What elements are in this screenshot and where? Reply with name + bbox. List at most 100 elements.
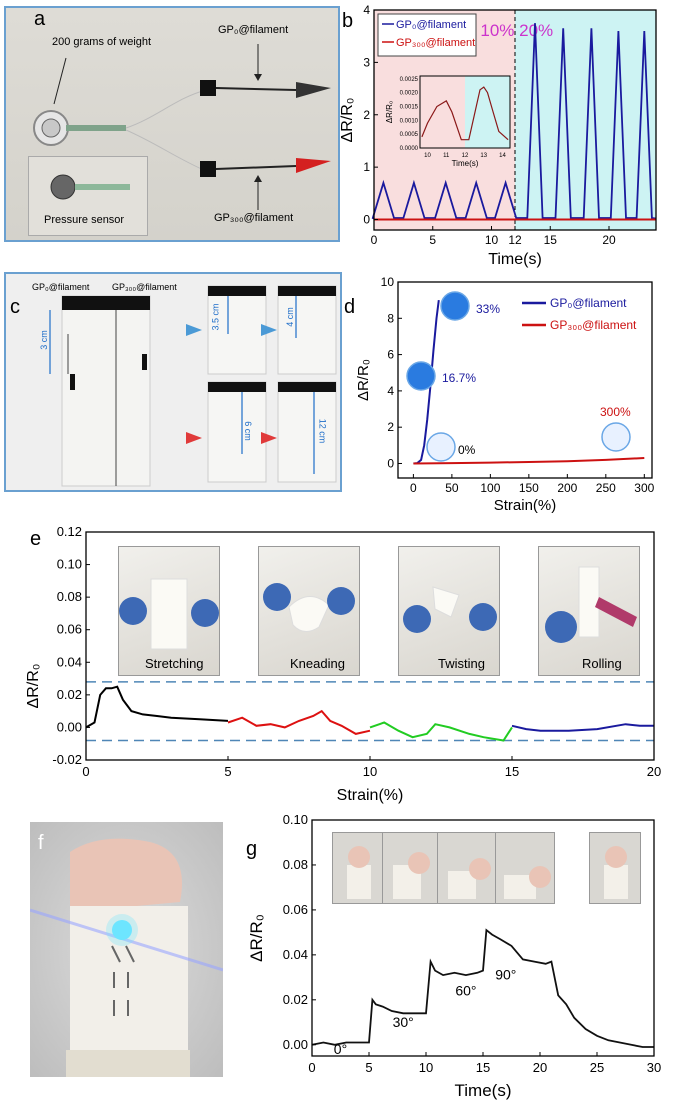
y-tick-label: -0.02 [52,752,82,767]
x-tick-label: 0 [308,1060,315,1075]
inset-y-tick-label: 0.0025 [400,77,419,83]
rolling-label: Rolling [582,656,622,671]
chart-d: 0 50 100 150 200 250 300 0 2 4 6 8 10 Strain(%) ΔR/R₀ 3… [355,275,655,514]
inset-y-tick-label: 0.0020 [400,91,419,97]
legend-label: GP₃₀₀@filament [396,37,475,49]
x-tick-label: 5 [365,1060,372,1075]
y-axis-label: ΔR/R₀ [339,98,356,143]
twisting-photo [398,546,500,676]
series-line-stretching [85,685,229,729]
y-axis-label: ΔR/R₀ [355,359,372,401]
wrist-photo-4 [495,832,555,904]
y-tick-label: 6 [387,348,394,362]
x-tick-label: 20 [647,764,661,779]
panel-c-photo [4,272,342,492]
plot-frame [311,819,655,1057]
plot-frame [85,531,655,761]
inset-region-1 [420,76,465,148]
x-tick-label: 25 [590,1060,604,1075]
region-label-10: 10% [480,21,514,40]
x-tick-label: 0 [371,233,378,247]
gp300-filament-label-c: GP₃₀₀@filament [112,282,177,292]
panel-f-drawing [30,838,223,1077]
gp0-series-line [371,23,657,220]
x-tick-label: 100 [480,481,500,495]
stretching-photo [118,546,220,676]
y-tick-label: 1 [363,160,370,174]
x-tick-label: 150 [519,481,539,495]
panel-a-drawing [33,44,331,210]
y-tick-label: 3 [363,55,370,69]
y-tick-label: 0.00 [283,1037,308,1052]
inset-region-2 [465,76,510,148]
x-tick-label: 10 [485,233,499,247]
y-tick-label: 0 [363,213,370,227]
inset-x-tick-label: 12 [462,153,469,159]
inset-y-tick-label: 0.0015 [400,104,419,110]
x-axis-label: Time(s) [455,1081,512,1100]
y-tick-label: 0.10 [283,812,308,827]
x-axis-label: Strain(%) [337,787,404,804]
panel-f-letter: f [38,832,44,854]
wrist-photo-5 [589,832,641,904]
annotation-300: 300% [600,405,631,419]
wrist-photo-3 [437,832,497,904]
series-line-rolling [511,723,654,732]
angle-annotation: 30° [393,1014,414,1030]
legend-label: GP₀@filament [396,19,466,31]
panel-d-letter: d [344,296,356,318]
led-bulb-icon [440,291,470,321]
series-line-twisting [369,721,513,742]
inset-y-axis-label: ΔR/R₀ [385,101,394,123]
x-tick-label: 250 [596,481,616,495]
x-tick-label: 5 [429,233,436,247]
twisting-label: Twisting [438,656,485,671]
x-axis-label: Strain(%) [494,497,557,514]
y-tick-label: 0 [387,456,394,470]
led-bulb-icon [406,361,436,391]
chart-e: 0 5 10 15 20 -0.02 0.00 0.02 0.04 0.06 0.08 0.10 0.1… [25,524,661,804]
panel-a-photo [4,6,340,242]
inset-x-axis-label: Time(s) [452,159,479,168]
y-tick-label: 0.08 [57,589,82,604]
legend-box [377,13,477,57]
series-line-1 [413,299,440,465]
gp300-filament-label: GP₃₀₀@filament [214,212,294,224]
inset-y-tick-label: 0.0005 [400,132,419,138]
weight-label: 200 grams of weight [52,36,152,48]
panel-c-letter: c [10,296,20,318]
angle-annotation: 0° [334,1041,347,1057]
x-tick-label: 10 [363,764,377,779]
legend-label: GP₃₀₀@filament [550,318,637,332]
y-tick-label: 0.04 [283,947,308,962]
gp0-filament-label-c: GP₀@filament [32,282,90,292]
y-tick-label: 0.08 [283,857,308,872]
y-tick-label: 0.00 [57,719,82,734]
x-axis-label: Time(s) [488,251,542,268]
led-bulb-icon [426,432,456,462]
annotation-33: 33% [476,302,500,316]
inset-x-tick-label: 11 [443,153,450,159]
gp0-filament-label: GP₀@filament [218,24,289,36]
x-tick-label: 200 [557,481,577,495]
legend-label: GP₀@filament [550,296,627,310]
pressure-sensor-drawing [50,174,130,200]
x-tick-label: 15 [544,233,558,247]
series-line-kneading [227,709,371,735]
pressure-sensor-label: Pressure sensor [44,214,125,226]
y-tick-label: 8 [387,311,394,325]
kneading-photo [258,546,360,676]
x-tick-label: 10 [419,1060,433,1075]
x-tick-label: 30 [647,1060,661,1075]
panel-c-drawing [49,285,337,487]
y-axis-label: ΔR/R₀ [247,914,266,962]
plot-frame [397,281,653,479]
x-tick-label: 50 [445,481,459,495]
pressure-sensor-inset [28,156,148,236]
x-tick-label: 15 [505,764,519,779]
annotation-16-7: 16.7% [442,371,476,385]
chart-b: 10% 20%0 5 10 12 15 2001234Time(s)ΔR/R₀GP₀@fil… [339,3,657,268]
inset-x-tick-label: 14 [499,153,506,159]
y-tick-label: 4 [387,384,394,398]
